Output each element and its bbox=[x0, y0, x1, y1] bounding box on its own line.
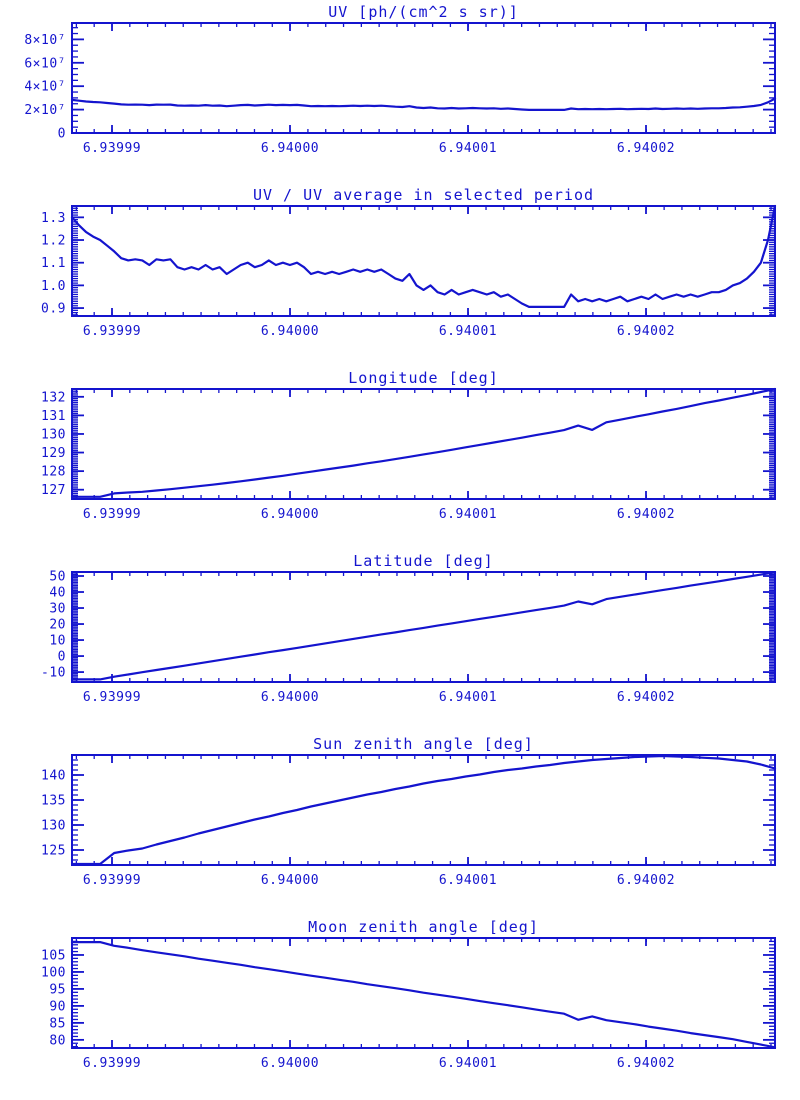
svg-text:90: 90 bbox=[49, 999, 66, 1014]
svg-text:40: 40 bbox=[49, 586, 66, 601]
svg-text:1.2: 1.2 bbox=[41, 234, 66, 249]
uv-chart-canvas: 6.93999 6.94000 6.94001 6.94002 0 2×10⁷ 4×10⁷ 6… bbox=[24, 22, 777, 156]
svg-text:0.9: 0.9 bbox=[41, 302, 66, 317]
svg-text:130: 130 bbox=[41, 427, 66, 442]
svg-text:0: 0 bbox=[58, 650, 66, 665]
svg-text:128: 128 bbox=[41, 465, 66, 480]
svg-text:6.94002: 6.94002 bbox=[617, 324, 675, 339]
svg-text:8×10⁷: 8×10⁷ bbox=[24, 33, 66, 48]
uv-ratio-plot-block: UV / UV average in selected period 6.939… bbox=[0, 183, 800, 366]
svg-text:6.94000: 6.94000 bbox=[261, 873, 319, 888]
latitude-plot-title: Latitude [deg] bbox=[353, 552, 494, 570]
sun-zenith-plot-title: Sun zenith angle [deg] bbox=[313, 735, 534, 753]
uv-plot-block: UV [ph/(cm^2 s sr)] 6.93999 6.94000 6.9400… bbox=[0, 0, 800, 183]
moon-zenith-plot-block: Moon zenith angle [deg] 6.93999 6.94000 6.… bbox=[0, 915, 800, 1098]
svg-text:6.94002: 6.94002 bbox=[617, 507, 675, 522]
svg-text:130: 130 bbox=[41, 819, 66, 834]
svg-text:6.94001: 6.94001 bbox=[439, 324, 497, 339]
svg-text:140: 140 bbox=[41, 769, 66, 784]
longitude-plot-title: Longitude [deg] bbox=[348, 369, 499, 387]
svg-text:1.3: 1.3 bbox=[41, 211, 66, 226]
svg-text:100: 100 bbox=[41, 965, 66, 980]
svg-text:30: 30 bbox=[49, 602, 66, 617]
svg-text:6.94001: 6.94001 bbox=[439, 507, 497, 522]
svg-text:6.93999: 6.93999 bbox=[83, 507, 141, 522]
svg-text:0: 0 bbox=[58, 127, 66, 142]
uv-plot-title: UV [ph/(cm^2 s sr)] bbox=[328, 3, 519, 21]
moon-zenith-plot-title: Moon zenith angle [deg] bbox=[308, 918, 539, 936]
svg-text:1.1: 1.1 bbox=[41, 256, 66, 271]
longitude-plot-block: Longitude [deg] 6.93999 6.94000 6.94001 6.9… bbox=[0, 366, 800, 549]
svg-text:6.94002: 6.94002 bbox=[617, 1056, 675, 1071]
svg-text:135: 135 bbox=[41, 794, 66, 809]
svg-text:6×10⁷: 6×10⁷ bbox=[24, 56, 66, 71]
svg-text:6.94000: 6.94000 bbox=[261, 507, 319, 522]
svg-text:6.94000: 6.94000 bbox=[261, 324, 319, 339]
svg-text:6.94001: 6.94001 bbox=[439, 873, 497, 888]
svg-text:131: 131 bbox=[41, 409, 66, 424]
svg-text:50: 50 bbox=[49, 570, 66, 585]
svg-text:132: 132 bbox=[41, 390, 66, 405]
latitude-plot-block: Latitude [deg] 6.93999 6.94000 6.94001 6.94… bbox=[0, 549, 800, 732]
uv-ratio-plot-title: UV / UV average in selected period bbox=[252, 186, 595, 204]
svg-text:6.93999: 6.93999 bbox=[83, 873, 141, 888]
svg-text:10: 10 bbox=[49, 634, 66, 649]
svg-text:6.93999: 6.93999 bbox=[83, 690, 141, 705]
svg-text:125: 125 bbox=[41, 844, 66, 859]
svg-text:6.94000: 6.94000 bbox=[261, 690, 319, 705]
sun-zenith-plot-block: Sun zenith angle [deg] 6.93999 6.94000 6.9… bbox=[0, 732, 800, 915]
svg-text:6.94001: 6.94001 bbox=[439, 141, 497, 156]
svg-text:1.0: 1.0 bbox=[41, 279, 66, 294]
uv-ratio-chart-canvas: 6.93999 6.94000 6.94001 6.94002 0.9 1.0 1.1 1.2… bbox=[41, 204, 777, 339]
svg-text:6.94000: 6.94000 bbox=[261, 1056, 319, 1071]
svg-text:4×10⁷: 4×10⁷ bbox=[24, 80, 66, 95]
sun-zenith-chart-canvas: 6.93999 6.94000 6.94001 6.94002 125 130 135 140 bbox=[41, 754, 777, 888]
svg-text:95: 95 bbox=[49, 982, 66, 997]
svg-text:6.94002: 6.94002 bbox=[617, 873, 675, 888]
svg-text:6.94000: 6.94000 bbox=[261, 141, 319, 156]
longitude-chart-canvas: 6.93999 6.94000 6.94001 6.94002 127 128 129 130… bbox=[41, 387, 777, 522]
moon-zenith-chart-canvas: 6.93999 6.94000 6.94001 6.94002 80 85 90 95 100 1… bbox=[41, 937, 777, 1071]
svg-text:6.94002: 6.94002 bbox=[617, 690, 675, 705]
svg-text:105: 105 bbox=[41, 948, 66, 963]
svg-text:6.93999: 6.93999 bbox=[83, 324, 141, 339]
svg-text:-10: -10 bbox=[41, 666, 66, 681]
svg-text:20: 20 bbox=[49, 618, 66, 633]
svg-text:6.94001: 6.94001 bbox=[439, 1056, 497, 1071]
svg-text:6.93999: 6.93999 bbox=[83, 141, 141, 156]
latitude-chart-canvas: 6.93999 6.94000 6.94001 6.94002 -10010203040… bbox=[41, 570, 777, 705]
svg-text:2×10⁷: 2×10⁷ bbox=[24, 103, 66, 118]
svg-text:129: 129 bbox=[41, 446, 66, 461]
svg-text:85: 85 bbox=[49, 1016, 66, 1031]
svg-text:80: 80 bbox=[49, 1033, 66, 1048]
svg-text:6.94001: 6.94001 bbox=[439, 690, 497, 705]
svg-text:6.94002: 6.94002 bbox=[617, 141, 675, 156]
svg-text:6.93999: 6.93999 bbox=[83, 1056, 141, 1071]
svg-text:127: 127 bbox=[41, 483, 66, 498]
